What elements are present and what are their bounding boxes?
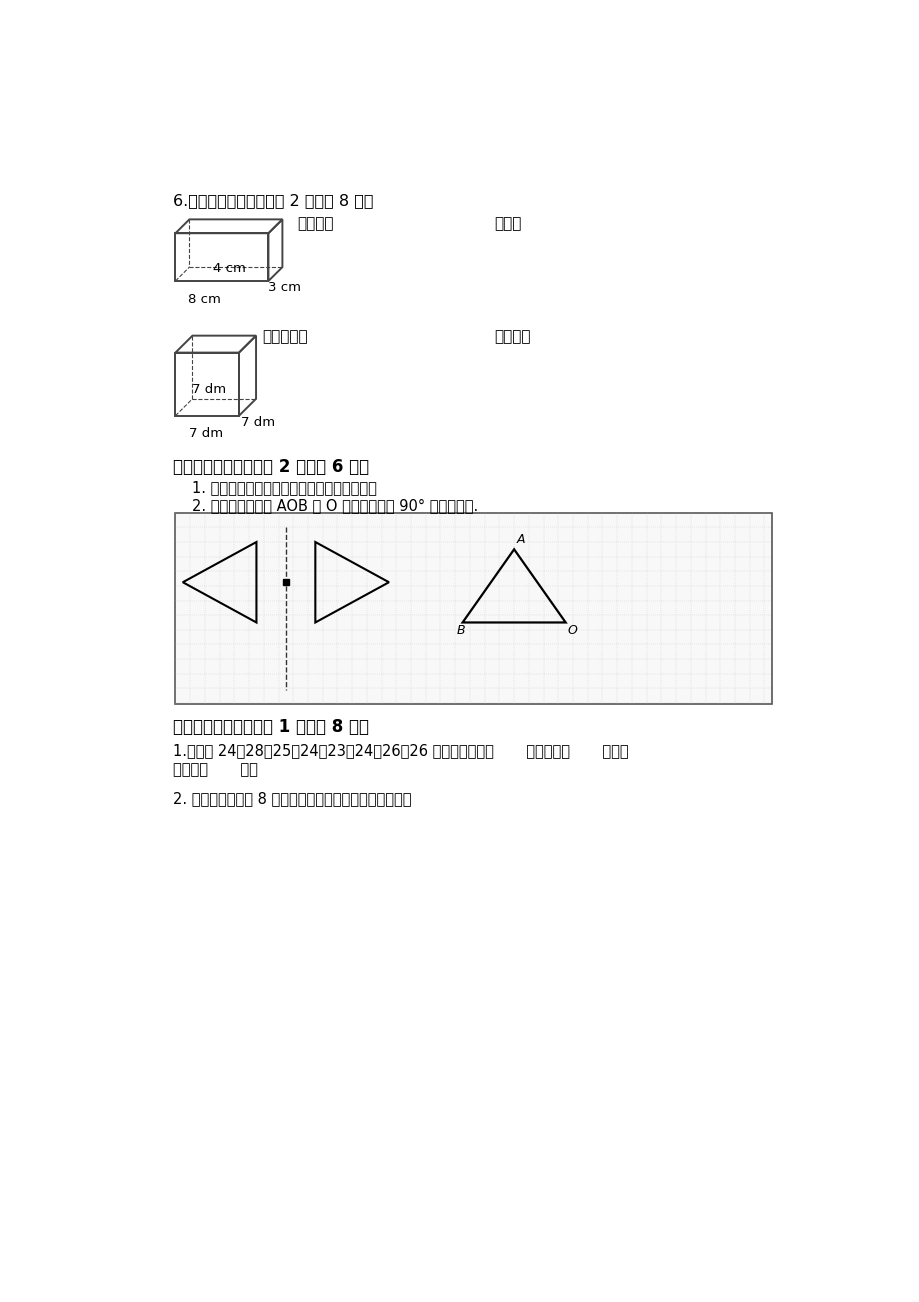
Text: 表面积：: 表面积：: [297, 216, 334, 232]
Text: A: A: [516, 534, 525, 547]
Text: 7 dm: 7 dm: [192, 383, 226, 396]
Text: 3 cm: 3 cm: [268, 281, 301, 294]
Text: 1.在数据 24、28、25、24、23、24、26、26 中，平均数是（       ）众数是（       ），中: 1.在数据 24、28、25、24、23、24、26、26 中，平均数是（ ）众…: [173, 743, 628, 758]
Bar: [176, 513, 771, 704]
Text: 棱长总和：: 棱长总和：: [262, 329, 308, 345]
Text: 体积：: 体积：: [494, 216, 522, 232]
Text: 表面积：: 表面积：: [494, 329, 530, 345]
Text: 位数是（       ）。: 位数是（ ）。: [173, 762, 257, 777]
Text: 五、我会画。（每小题 2 分，共 6 分）: 五、我会画。（每小题 2 分，共 6 分）: [173, 458, 369, 477]
Text: 7 dm: 7 dm: [188, 427, 222, 440]
Text: 六、我会统计。（每空 1 分，共 8 分）: 六、我会统计。（每空 1 分，共 8 分）: [173, 719, 369, 737]
Text: 7 dm: 7 dm: [240, 415, 275, 428]
Text: 2. 画出右边三角形 AOB 绕 O 点顺时针旋转 90° 后的图形。.: 2. 画出右边三角形 AOB 绕 O 点顺时针旋转 90° 后的图形。.: [192, 499, 478, 513]
Text: 1. 在下面的方格纸中画出左图的轴对称图形。: 1. 在下面的方格纸中画出左图的轴对称图形。: [192, 480, 377, 495]
Text: B: B: [456, 624, 465, 637]
Text: 2. 下面是两个同学 8 次数学成绩统计图，看图回答问题。: 2. 下面是两个同学 8 次数学成绩统计图，看图回答问题。: [173, 792, 411, 806]
Text: 8 cm: 8 cm: [187, 293, 221, 306]
Text: 4 cm: 4 cm: [213, 263, 246, 276]
Text: 6.按要求计算。（每小题 2 分，共 8 分）: 6.按要求计算。（每小题 2 分，共 8 分）: [173, 193, 373, 208]
Text: O: O: [567, 624, 576, 637]
